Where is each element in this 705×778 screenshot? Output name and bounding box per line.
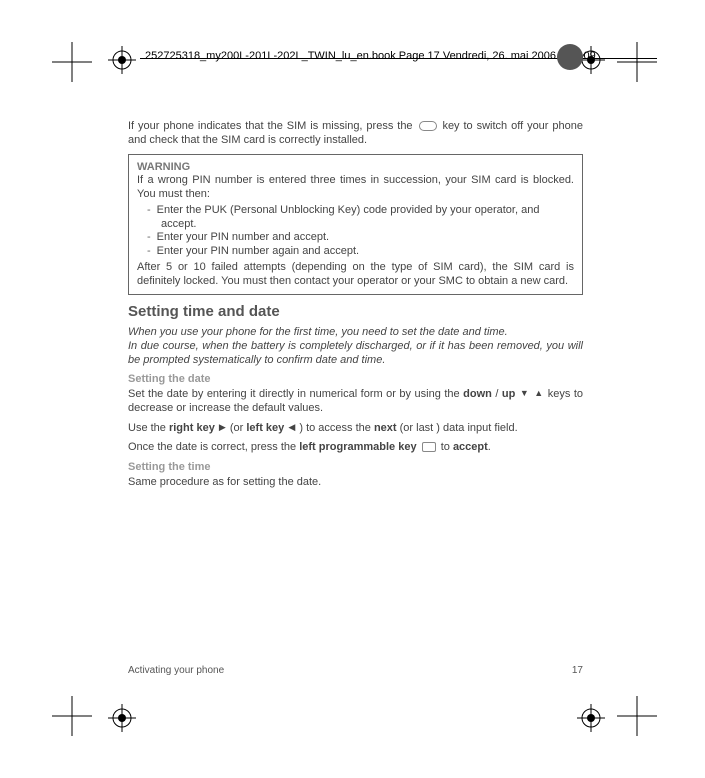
warning-item: -Enter the PUK (Personal Unblocking Key)… — [137, 204, 574, 232]
registration-mark-icon — [577, 704, 605, 732]
footer-page-number: 17 — [572, 665, 583, 676]
left-programmable-key-label: left programmable key — [299, 441, 416, 453]
footer-section: Activating your phone — [128, 665, 224, 676]
registration-mark-icon — [108, 704, 136, 732]
crop-mark-bl — [52, 696, 92, 736]
warning-item: -Enter your PIN number again and accept. — [137, 245, 574, 259]
power-key-icon — [419, 121, 437, 131]
warning-box: WARNING If a wrong PIN number is entered… — [128, 154, 583, 296]
intro-text-start: If your phone indicates that the SIM is … — [128, 120, 417, 132]
warning-title: WARNING — [137, 161, 574, 175]
warning-item-text: Enter your PIN number and accept. — [157, 231, 329, 243]
text: to — [441, 441, 453, 453]
text: Once the date is correct, press the — [128, 441, 299, 453]
text: / — [492, 388, 502, 400]
setting-date-p1: Set the date by entering it directly in … — [128, 388, 583, 416]
warning-line2: After 5 or 10 failed attempts (depending… — [137, 261, 574, 289]
section-intro: When you use your phone for the first ti… — [128, 326, 583, 367]
right-arrow-icon: ▶ — [219, 422, 226, 433]
page-content: If your phone indicates that the SIM is … — [128, 120, 583, 496]
accept-label: accept — [453, 441, 488, 453]
setting-date-p2: Use the right key ▶ (or left key ◀ ) to … — [128, 422, 583, 436]
warning-item-text: Enter your PIN number again and accept. — [157, 245, 359, 257]
registration-mark-icon — [108, 46, 136, 74]
text: ) to access the — [299, 422, 374, 434]
next-label: next — [374, 422, 397, 434]
intro-paragraph: If your phone indicates that the SIM is … — [128, 120, 583, 148]
section-title: Setting time and date — [128, 303, 583, 322]
down-arrow-icon: ▼ — [520, 388, 529, 399]
setting-date-heading: Setting the date — [128, 373, 583, 387]
crop-mark-tl — [52, 42, 92, 82]
warning-item: -Enter your PIN number and accept. — [137, 231, 574, 245]
left-arrow-icon: ◀ — [288, 422, 295, 433]
down-key-label: down — [463, 388, 492, 400]
up-arrow-icon: ▲ — [534, 388, 543, 399]
right-key-label: right key — [169, 422, 215, 434]
setting-time-body: Same procedure as for setting the date. — [128, 476, 583, 490]
header-globe-icon — [557, 44, 583, 70]
header-filename: 252725318_my200L-201L-202L_TWIN_lu_en.bo… — [145, 50, 596, 62]
setting-date-p3: Once the date is correct, press the left… — [128, 441, 583, 455]
text: . — [488, 441, 491, 453]
page-footer: Activating your phone 17 — [128, 665, 583, 676]
text: Use the — [128, 422, 169, 434]
warning-item-text: Enter the PUK (Personal Unblocking Key) … — [157, 204, 540, 230]
text: (or last ) data input field. — [400, 422, 518, 434]
setting-time-heading: Setting the time — [128, 461, 583, 475]
warning-line1: If a wrong PIN number is entered three t… — [137, 174, 574, 202]
crop-mark-br — [617, 696, 657, 736]
text: Set the date by entering it directly in … — [128, 388, 463, 400]
crop-mark-tr — [617, 42, 657, 82]
text: (or — [230, 422, 247, 434]
programmable-key-icon — [422, 442, 436, 452]
up-key-label: up — [502, 388, 515, 400]
warning-list: -Enter the PUK (Personal Unblocking Key)… — [137, 204, 574, 259]
left-key-label: left key — [246, 422, 284, 434]
